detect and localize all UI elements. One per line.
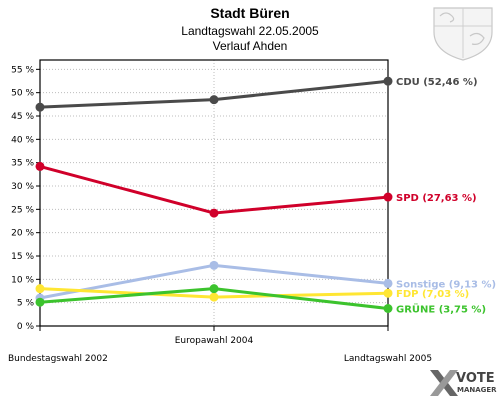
data-point-cdu [383,76,393,86]
logo-line1: VOTE [456,371,495,386]
x-tick-label: Landtagswahl 2005 [344,354,432,364]
y-tick-label: 35 % [11,159,34,169]
data-point-cdu [209,95,219,105]
data-point-gr-ne [35,297,45,307]
x-tick-label: Europawahl 2004 [175,336,254,346]
y-tick-label: 5 % [17,299,35,309]
data-point-spd [209,208,219,218]
data-point-sonstige [383,278,393,288]
data-point-gr-ne [383,304,393,313]
end-labels: CDU (52,46 %) SPD (27,63 %) Sonstige (9,13… [396,77,496,315]
data-point-gr-ne [209,284,219,294]
data-point-spd [35,161,45,171]
data-point-cdu [35,102,45,112]
y-tick-label: 50 % [11,89,34,99]
end-label-gr-ne: GRÜNE (3,75 %) [396,302,486,316]
chart-title: Stadt Büren [210,5,289,21]
data-point-fdp [35,284,45,294]
y-tick-label: 20 % [11,229,34,239]
y-tick-label: 10 % [11,275,34,285]
y-tick-label: 15 % [11,252,34,262]
coat-of-arms-icon [433,7,493,61]
end-label-fdp: FDP (7,03 %) [396,289,469,300]
x-tick-label: Bundestagswahl 2002 [8,354,108,364]
data-point-spd [383,192,393,202]
y-axis: 0 % 5 % 10 % 15 % 20 % 25 % 30 % 35 % 40 % 45 % 50… [11,65,40,332]
data-point-fdp [383,288,393,298]
y-tick-label: 45 % [11,112,34,122]
end-label-cdu: CDU (52,46 %) [396,77,478,88]
y-tick-label: 30 % [11,182,34,192]
data-point-fdp [209,292,219,302]
vote-manager-logo: VOTE MANAGER [430,370,497,396]
y-tick-label: 25 % [11,205,34,215]
y-tick-label: 55 % [11,65,34,75]
end-label-spd: SPD (27,63 %) [396,193,477,204]
vote-manager-x-icon [430,370,458,396]
series-group [35,76,393,313]
chart-subtitle-area: Verlauf Ahden [213,39,288,53]
logo-line2: MANAGER [457,386,497,394]
end-label-sonstige: Sonstige (9,13 %) [396,279,496,290]
y-tick-label: 0 % [17,322,35,332]
y-tick-label: 40 % [11,135,34,145]
data-point-sonstige [209,260,219,270]
chart-subtitle: Landtagswahl 22.05.2005 [181,24,319,38]
